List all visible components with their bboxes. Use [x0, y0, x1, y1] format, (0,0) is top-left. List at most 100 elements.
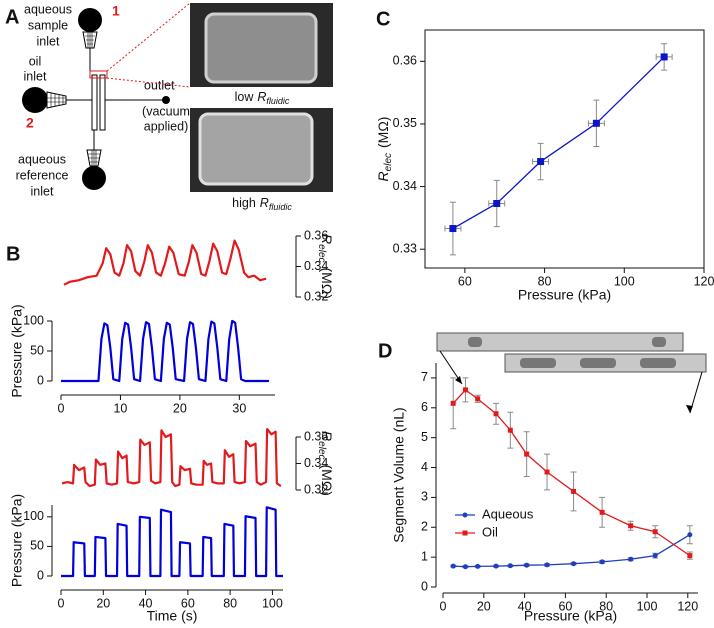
y-tick-label: 1	[421, 549, 428, 563]
marker	[628, 523, 634, 529]
channel	[99, 74, 106, 131]
panel-label: A	[5, 6, 19, 28]
inset-arrowhead	[686, 405, 693, 413]
y-tick-label: 0	[37, 373, 44, 387]
inlet	[82, 166, 106, 190]
legend-marker	[462, 530, 468, 536]
y2-tick-label: 0.36	[304, 228, 328, 242]
axis-label: Pressure (kPa)	[524, 608, 617, 624]
marker	[449, 225, 457, 233]
y-tick-label: 3	[421, 490, 428, 504]
inset-segment	[520, 358, 556, 368]
caption-subscript: fluidic	[266, 96, 290, 106]
funnel-grid	[85, 32, 95, 48]
panel-a: A aqueous sample inlet 1 oil inlet 2 out…	[5, 2, 333, 212]
inset-arrowhead	[455, 376, 462, 384]
inset-segment	[640, 358, 676, 368]
legend-label: Oil	[482, 524, 498, 539]
diagram-label: aqueous	[18, 152, 66, 166]
axis-label: Pressure (kPa)	[9, 494, 25, 587]
x-tick-label: 60	[558, 599, 572, 613]
inset-segment	[652, 337, 666, 347]
series-line	[61, 427, 282, 488]
label-subscript: elec	[383, 153, 394, 171]
marker	[462, 387, 468, 393]
x-tick-label: 80	[223, 596, 237, 610]
caption-level: low	[235, 90, 255, 104]
marker	[571, 488, 577, 494]
axis-label: Pressure (kPa)	[518, 287, 611, 303]
marker	[462, 564, 468, 570]
x-tick-label: 40	[518, 599, 532, 613]
x-tick-label: 0	[440, 599, 447, 613]
y-tick-label: 5	[421, 430, 428, 444]
x-tick-label: 100	[614, 274, 635, 288]
y-tick-label: 7	[421, 370, 428, 384]
marker	[544, 562, 550, 568]
zoom-line	[106, 2, 191, 72]
y-tick-label: 0.33	[393, 242, 417, 256]
diagram-label: inlet	[31, 184, 54, 198]
axis-label: Segment Volume (nL)	[391, 407, 407, 542]
marker	[524, 451, 530, 457]
series-line	[452, 56, 665, 230]
label-unit: (MΩ)	[319, 465, 335, 496]
marker	[660, 53, 668, 61]
marker	[493, 199, 501, 207]
x-tick-label: 100	[637, 599, 658, 613]
marker	[493, 411, 499, 417]
y-tick-label: 50	[30, 343, 44, 357]
marker	[450, 400, 456, 406]
caption-symbol: R	[260, 196, 269, 210]
x-tick-label: 60	[181, 596, 195, 610]
series-line	[61, 506, 283, 578]
axis-label: Pressure (kPa)	[9, 304, 25, 397]
image-caption: low Rfluidic	[235, 90, 290, 106]
marker	[652, 529, 658, 535]
label-symbol: R	[319, 431, 335, 441]
panel-label: D	[378, 340, 392, 362]
x-tick-label: 100	[262, 596, 283, 610]
marker	[475, 396, 481, 402]
micrograph-droplet	[198, 112, 314, 186]
inset-segment	[580, 358, 616, 368]
legend-label: Aqueous	[482, 506, 534, 521]
marker	[475, 563, 481, 569]
y-tick-label: 50	[30, 539, 44, 553]
marker	[599, 509, 605, 515]
zoom-line	[106, 77, 191, 88]
y-tick-label: 2	[421, 520, 428, 534]
x-tick-label: 120	[694, 274, 714, 288]
marker	[592, 119, 600, 127]
y-tick-label: 4	[421, 460, 428, 474]
marker	[571, 561, 577, 567]
marker	[628, 556, 634, 562]
zoom-box	[89, 70, 108, 79]
diagram-marker: 2	[26, 115, 34, 131]
y-tick-label: 0.35	[393, 116, 417, 130]
marker	[652, 553, 658, 559]
x-tick-label: 20	[477, 599, 491, 613]
diagram-label: aqueous	[24, 2, 72, 16]
y2-tick-label: 0.36	[304, 429, 328, 443]
inset-image	[436, 332, 684, 352]
x-tick-label: 10	[113, 401, 127, 415]
marker	[524, 562, 530, 568]
inlet	[78, 8, 102, 32]
marker	[507, 427, 513, 433]
x-tick-label: 0	[58, 596, 65, 610]
funnel-grid	[47, 93, 66, 107]
marker	[450, 563, 456, 569]
y2-tick-label: 0.34	[304, 259, 328, 273]
y-tick-label: 0.34	[393, 179, 417, 193]
label-symbol: R	[375, 171, 391, 181]
axis-label: Relec (MΩ)	[316, 234, 335, 299]
x-tick-label: 0	[58, 401, 65, 415]
diagram-label: inlet	[24, 69, 47, 83]
inlet	[22, 87, 48, 113]
panel-label: B	[6, 243, 20, 265]
series-line	[61, 319, 270, 383]
axis-label: Relec (MΩ)	[375, 117, 394, 182]
diagram-label: outlet	[144, 78, 175, 92]
